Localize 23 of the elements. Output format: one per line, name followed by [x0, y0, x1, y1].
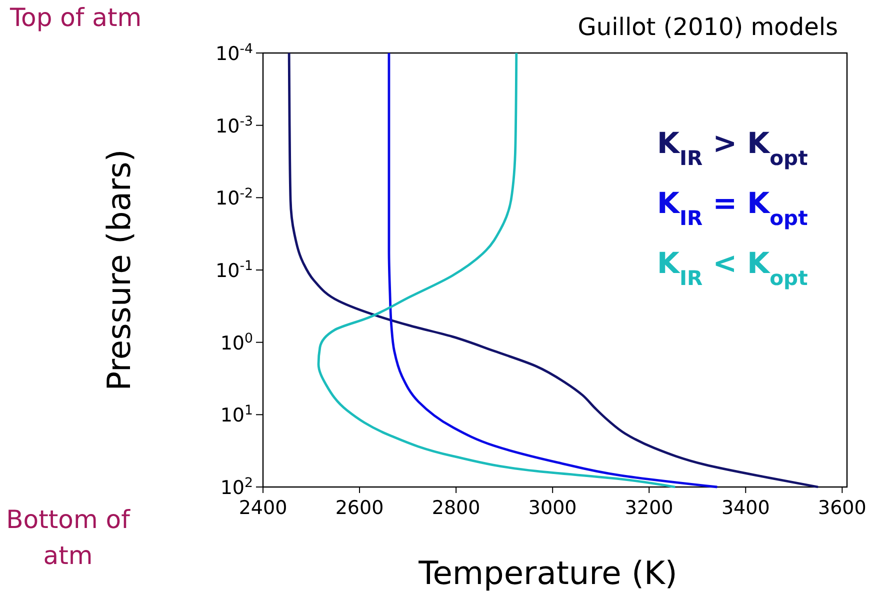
- y-axis-title: Pressure (bars): [100, 149, 138, 391]
- line-series: [288, 52, 820, 488]
- text: K$_{IR}$ = K$_{opt}$: [657, 186, 808, 230]
- text: Top of atm: [9, 3, 142, 32]
- x-tick-label: 3000: [528, 497, 577, 519]
- x-tick-label: 3200: [624, 497, 674, 519]
- x-axis-title: Temperature (K): [418, 554, 678, 592]
- x-tick-label: 3400: [721, 497, 770, 519]
- y-tick-label: 10$^{0}$: [220, 330, 253, 354]
- y-tick-label: 10$^{-2}$: [216, 186, 253, 210]
- text: Bottom of atm: [6, 505, 132, 570]
- x-tick-label: 2800: [432, 497, 480, 519]
- y-tick-label: 10$^{1}$: [220, 403, 253, 427]
- y-tick-label: 10$^{-4}$: [216, 42, 253, 65]
- text: K$_{IR}$ < K$_{opt}$: [657, 246, 808, 290]
- x-tick-label: 2400: [238, 497, 288, 519]
- x-tick-label: 2600: [335, 497, 384, 519]
- chart-title: Guillot (2010) models: [578, 13, 838, 41]
- x-tick-label: 3600: [818, 497, 866, 519]
- text: K$_{IR}$ > K$_{opt}$: [657, 126, 808, 170]
- y-tick-label: 10$^{-1}$: [216, 258, 253, 282]
- y-tick-label: 10$^{2}$: [220, 476, 253, 499]
- y-tick-label: 10$^{-3}$: [216, 114, 253, 138]
